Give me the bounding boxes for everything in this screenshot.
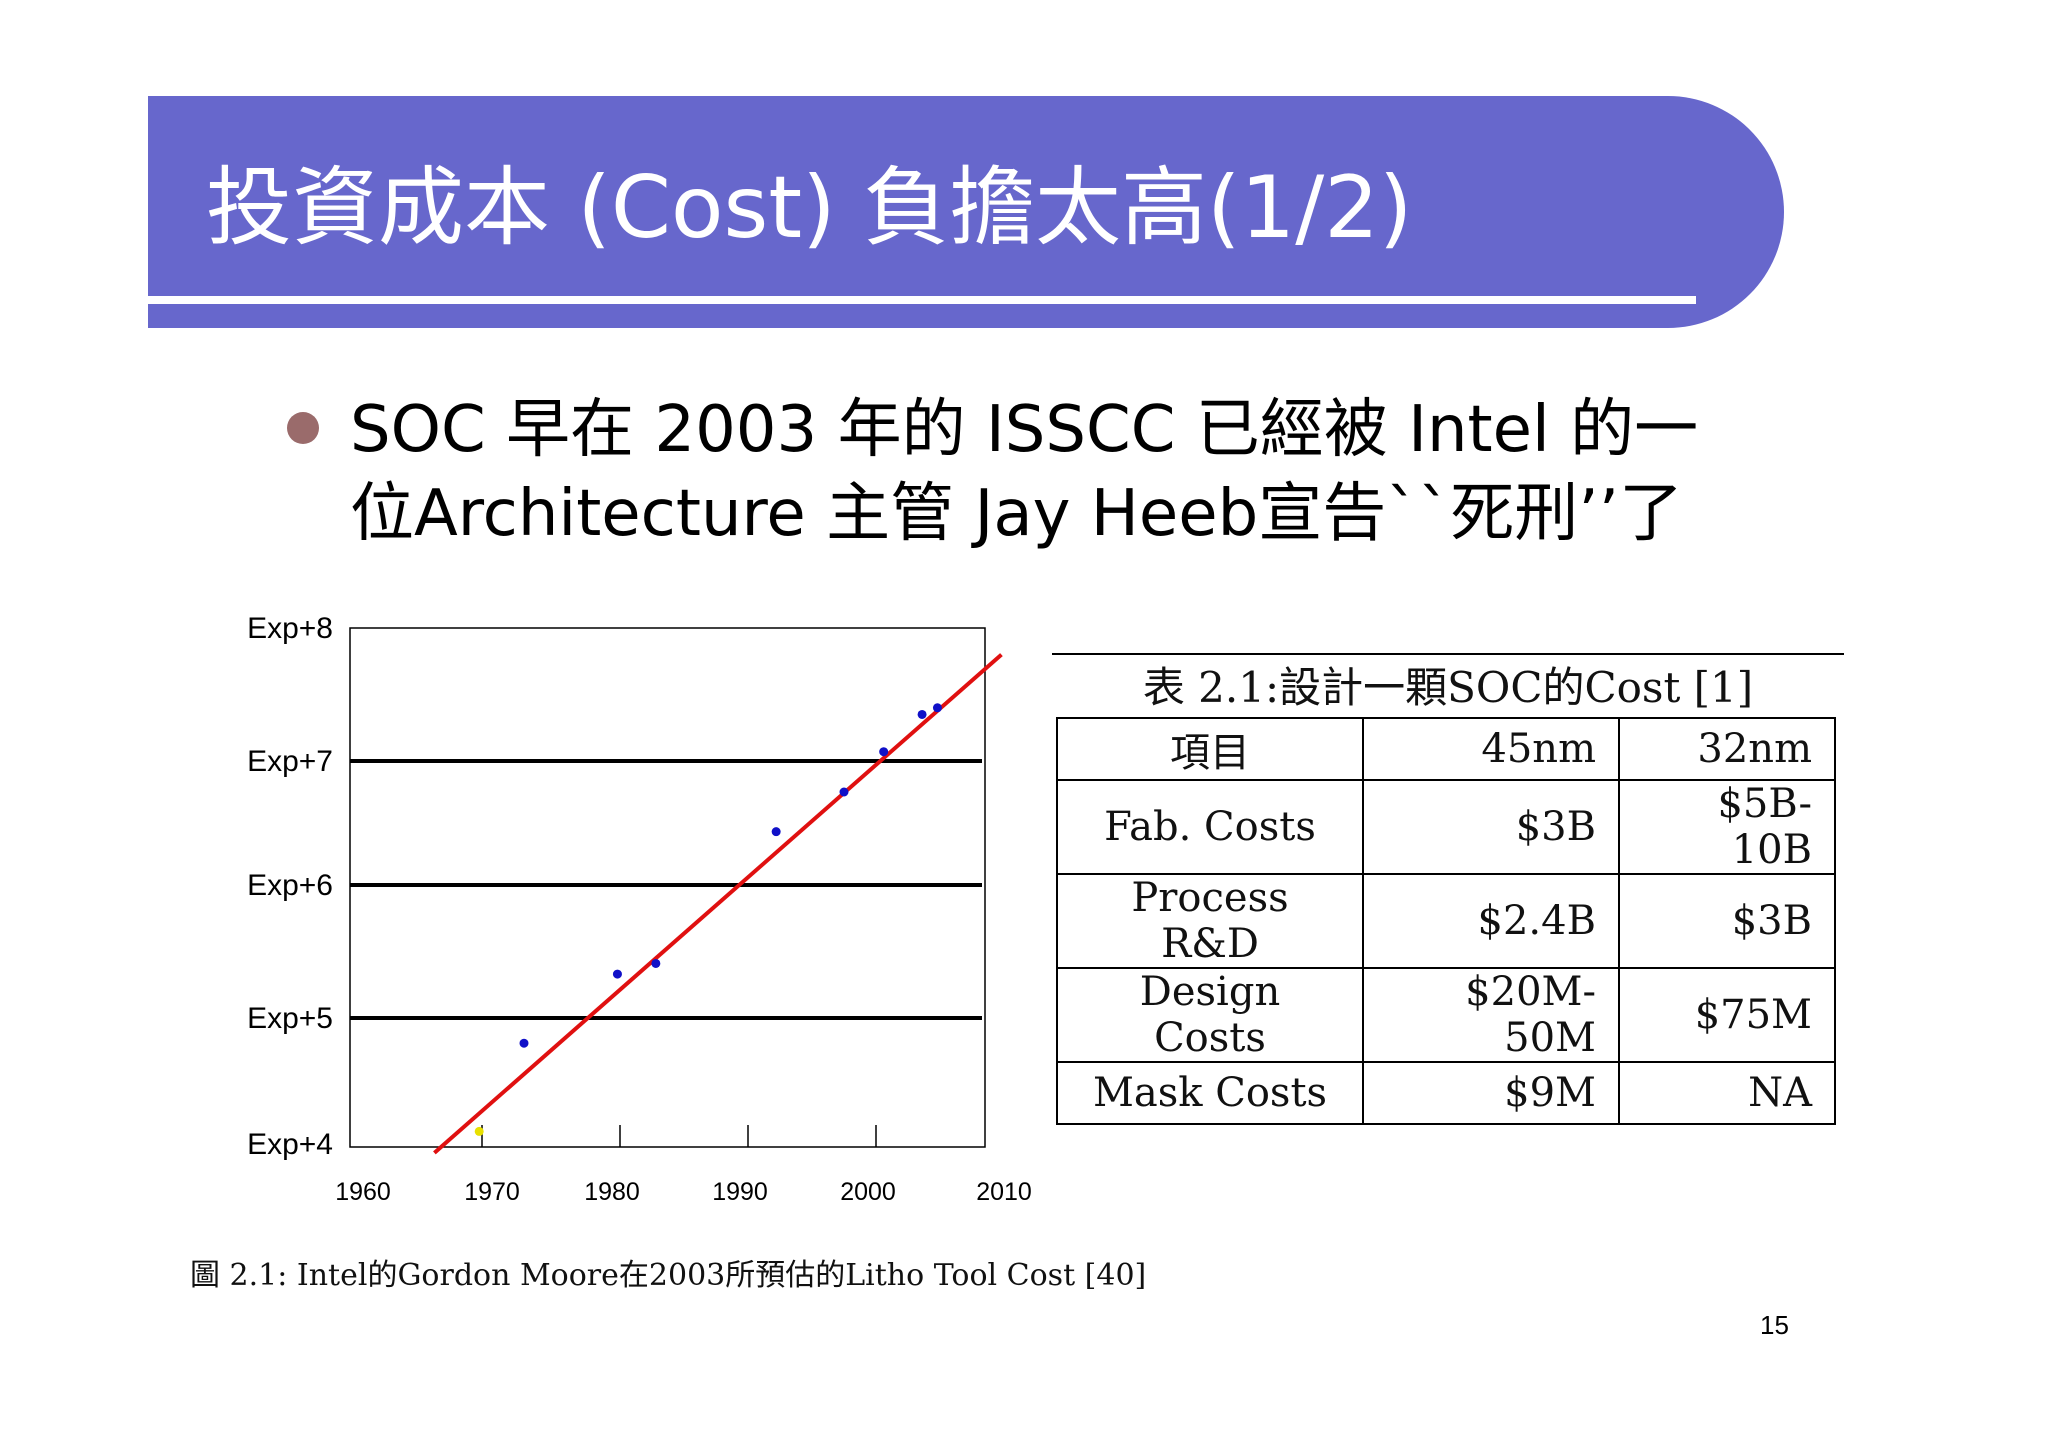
- table-header-row: 項目 45nm 32nm: [1056, 717, 1836, 781]
- row-value-32nm: $3B: [1618, 873, 1836, 969]
- header-32nm: 32nm: [1618, 717, 1836, 781]
- trend-line: [433, 653, 1003, 1155]
- page-number: 15: [1760, 1310, 1789, 1340]
- row-label: Process R&D: [1056, 873, 1364, 969]
- data-point: [917, 709, 927, 719]
- bullet-icon: [287, 412, 319, 444]
- title-underline: [148, 296, 1696, 304]
- data-point: [839, 787, 849, 797]
- bullet-text: SOC 早在 2003 年的 ISSCC 已經被 Intel 的一 位Archi…: [350, 388, 1770, 556]
- table-caption: 表 2.1:設計一顆SOC的Cost [1]: [1142, 663, 1754, 712]
- row-value-32nm: $5B-10B: [1618, 779, 1836, 875]
- figure-caption: 圖 2.1: Intel的Gordon Moore在2003所預估的Litho …: [190, 1258, 1147, 1293]
- table-row: Process R&D $2.4B $3B: [1056, 873, 1836, 969]
- bullet-line-2: 位Architecture 主管 Jay Heeb宣告``死刑’’了: [350, 477, 1683, 551]
- slide-title: 投資成本 (Cost) 負擔太高(1/2): [206, 158, 1413, 258]
- y-tick-label: Exp+7: [247, 745, 333, 778]
- data-point: [932, 703, 942, 713]
- y-tick-label: Exp+4: [247, 1128, 333, 1161]
- title-bar: [148, 96, 1784, 328]
- x-tick-label: 1970: [464, 1178, 520, 1206]
- row-value-45nm: $20M-50M: [1362, 967, 1620, 1063]
- row-value-32nm: $75M: [1618, 967, 1836, 1063]
- table-row: Fab. Costs $3B $5B-10B: [1056, 779, 1836, 875]
- row-value-32nm: NA: [1618, 1061, 1836, 1125]
- data-point: [651, 958, 661, 968]
- bullet-line-1: SOC 早在 2003 年的 ISSCC 已經被 Intel 的一: [350, 393, 1699, 467]
- plot-frame: [349, 627, 986, 1148]
- x-tick-label: 2000: [840, 1178, 896, 1206]
- table-row: Design Costs $20M-50M $75M: [1056, 967, 1836, 1063]
- y-tick-label: Exp+8: [247, 612, 333, 645]
- x-tick-label: 1980: [584, 1178, 640, 1206]
- row-label: Design Costs: [1056, 967, 1364, 1063]
- header-45nm: 45nm: [1362, 717, 1620, 781]
- header-item: 項目: [1056, 717, 1364, 781]
- data-point: [879, 747, 889, 757]
- row-label: Fab. Costs: [1056, 779, 1364, 875]
- y-tick-label: Exp+6: [247, 869, 333, 902]
- data-point: [474, 1126, 484, 1136]
- x-tick-label: 1990: [712, 1178, 768, 1206]
- y-tick-label: Exp+5: [247, 1002, 333, 1035]
- row-value-45nm: $2.4B: [1362, 873, 1620, 969]
- row-value-45nm: $3B: [1362, 779, 1620, 875]
- table-top-rule: [1052, 653, 1844, 655]
- data-point: [771, 827, 781, 837]
- x-tick-label: 1960: [335, 1178, 391, 1206]
- x-tick-label: 2010: [976, 1178, 1032, 1206]
- data-point: [519, 1038, 529, 1048]
- data-point: [612, 969, 622, 979]
- cost-table: 項目 45nm 32nm Fab. Costs $3B $5B-10B Proc…: [1056, 717, 1836, 1125]
- row-label: Mask Costs: [1056, 1061, 1364, 1125]
- row-value-45nm: $9M: [1362, 1061, 1620, 1125]
- table-row: Mask Costs $9M NA: [1056, 1061, 1836, 1125]
